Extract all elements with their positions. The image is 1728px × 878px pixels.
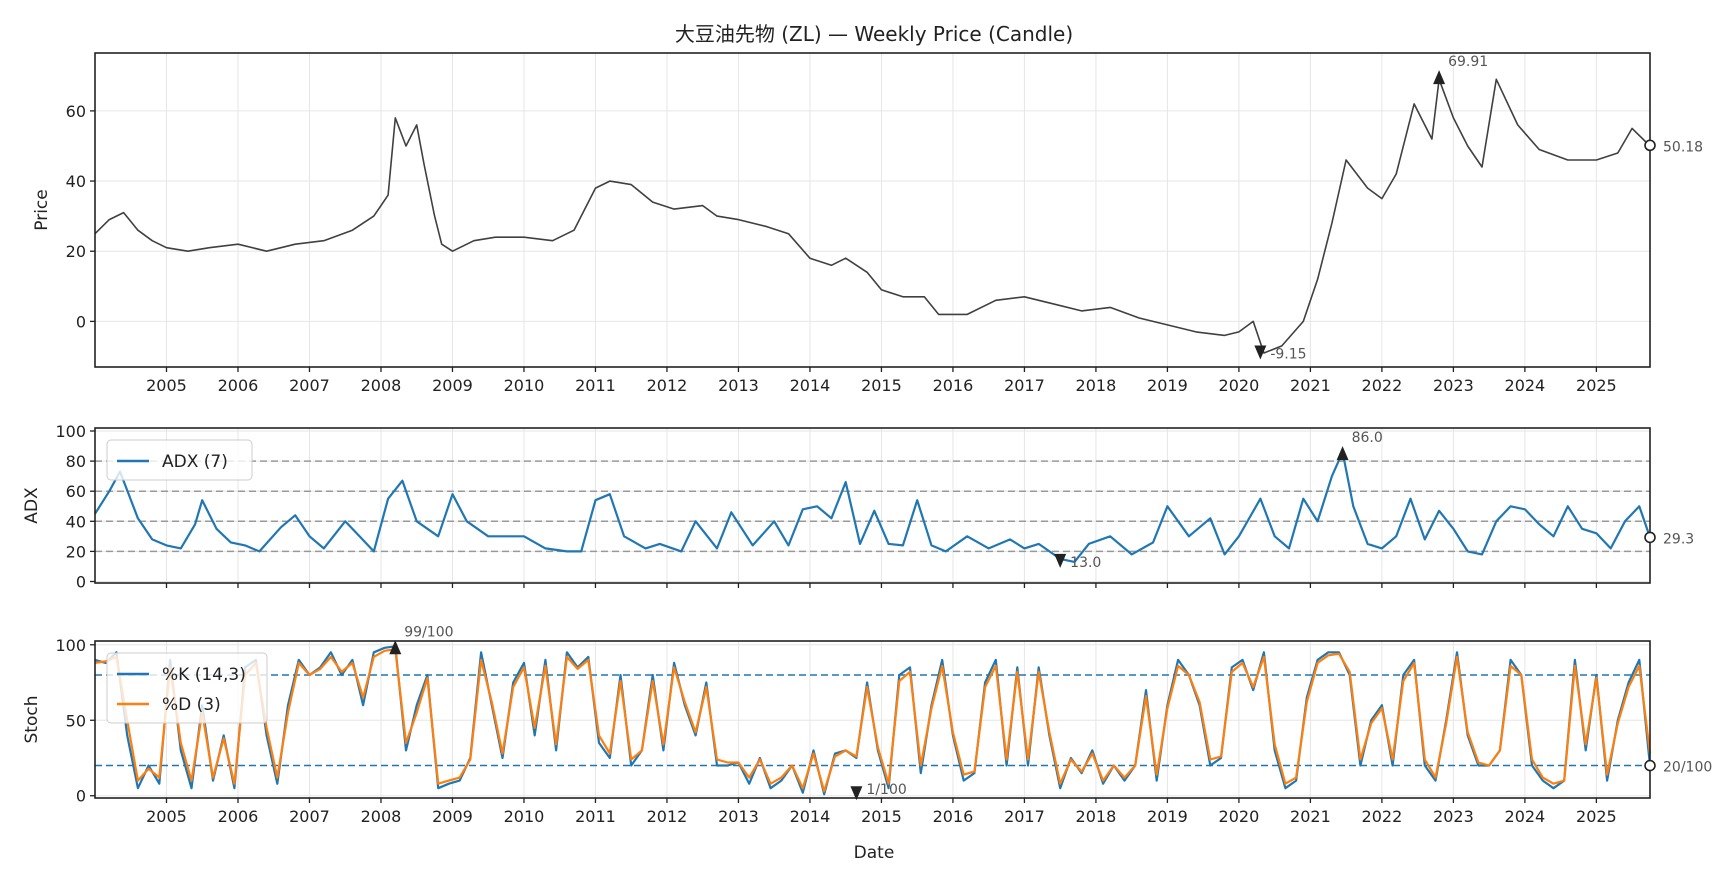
x-tick-label: 2005	[146, 807, 187, 826]
x-tick-label: 2025	[1576, 807, 1617, 826]
min-annotation: 1/100	[866, 782, 906, 798]
y-tick-label: 100	[55, 422, 86, 441]
max-marker-icon	[1433, 70, 1446, 85]
x-tick-label: 2019	[1147, 807, 1188, 826]
x-tick-label: 2017	[1004, 807, 1045, 826]
x-tick-label: 2017	[1004, 376, 1045, 395]
y-tick-label: 40	[66, 512, 86, 531]
min-annotation: -9.15	[1270, 346, 1306, 362]
y-tick-label: 0	[76, 787, 86, 806]
x-tick-label: 2015	[861, 376, 902, 395]
x-axis-label: Date	[854, 843, 895, 863]
max-annotation: 99/100	[404, 624, 453, 640]
y-tick-label: 60	[66, 482, 86, 501]
x-tick-label: 2006	[218, 807, 259, 826]
min-marker-icon	[1054, 553, 1067, 568]
x-tick-label: 2021	[1290, 376, 1331, 395]
y-tick-label: 20	[66, 242, 86, 261]
max-marker-icon	[1336, 446, 1349, 461]
x-tick-label: 2025	[1576, 376, 1617, 395]
series-line-price	[94, 78, 1651, 354]
x-tick-label: 2008	[361, 807, 402, 826]
x-tick-label: 2007	[289, 807, 330, 826]
axes-frame	[94, 640, 1651, 799]
x-tick-label: 2010	[504, 807, 545, 826]
x-tick-label: 2010	[504, 376, 545, 395]
x-tick-label: 2012	[647, 376, 688, 395]
y-tick-label: 100	[55, 636, 86, 655]
legend-box	[106, 439, 253, 481]
axes-frame	[94, 427, 1651, 584]
x-tick-label: 2022	[1362, 376, 1403, 395]
legend-label: ADX (7)	[162, 452, 228, 472]
y-tick-label: 60	[66, 102, 86, 121]
axes-frame	[94, 52, 1651, 368]
x-tick-label: 2005	[146, 376, 187, 395]
panel-adx: 0 20 40 60 80 100 ADX 86.0 13.0 29.3 ADX (7)	[22, 422, 1694, 591]
y-tick-label: 40	[66, 172, 86, 191]
x-tick-label: 2019	[1147, 376, 1188, 395]
panel-price: 2005 2006 2007 2008 2009 2010 2011 2012 2013 2014…	[32, 52, 1703, 395]
y-tick-label: 20	[66, 542, 86, 561]
x-tick-label: 2022	[1362, 807, 1403, 826]
max-annotation: 69.91	[1448, 54, 1488, 70]
y-tick-label: 50	[66, 711, 86, 730]
series-line-adx-7-	[94, 451, 1652, 564]
y-tick-label: 0	[76, 572, 86, 591]
x-tick-label: 2013	[718, 807, 759, 826]
x-tick-label: 2023	[1433, 376, 1474, 395]
x-tick-label: 2014	[790, 376, 831, 395]
x-tick-label: 2020	[1219, 376, 1260, 395]
x-tick-label: 2018	[1076, 807, 1117, 826]
last-value-annotation: 29.3	[1663, 531, 1694, 547]
last-value-annotation: 20/100	[1663, 760, 1712, 776]
x-tick-label: 2011	[575, 376, 616, 395]
x-tick-label: 2012	[647, 807, 688, 826]
x-tick-label: 2006	[218, 376, 259, 395]
chart-title: 大豆油先物 (ZL) — Weekly Price (Candle)	[675, 22, 1073, 46]
x-tick-label: 2024	[1505, 376, 1546, 395]
last-value-marker-icon	[1644, 531, 1656, 544]
chart-panels: 2005 2006 2007 2008 2009 2010 2011 2012 2013 2014…	[22, 52, 1712, 826]
max-annotation: 86.0	[1352, 430, 1383, 446]
max-marker-icon	[389, 640, 402, 655]
x-tick-label: 2016	[933, 376, 974, 395]
y-axis-label: Price	[32, 189, 52, 230]
series-line--d-3-	[94, 648, 1652, 793]
x-tick-label: 2020	[1219, 807, 1260, 826]
last-value-marker-icon	[1644, 759, 1656, 772]
x-tick-label: 2016	[933, 807, 974, 826]
x-tick-label: 2009	[432, 807, 473, 826]
y-axis-label: ADX	[22, 487, 42, 524]
x-tick-label: 2015	[861, 807, 902, 826]
x-tick-label: 2024	[1505, 807, 1546, 826]
legend-box	[106, 652, 268, 724]
y-tick-label: 80	[66, 452, 86, 471]
last-value-annotation: 50.18	[1663, 139, 1703, 155]
x-tick-label: 2009	[432, 376, 473, 395]
x-tick-label: 2013	[718, 376, 759, 395]
last-value-marker-icon	[1644, 139, 1656, 152]
legend-label: %K (14,3)	[162, 665, 246, 685]
x-tick-label: 2011	[575, 807, 616, 826]
y-axis-label: Stoch	[22, 696, 42, 744]
y-tick-label: 0	[76, 312, 86, 331]
x-tick-label: 2018	[1076, 376, 1117, 395]
min-marker-icon	[1254, 345, 1267, 360]
x-tick-label: 2007	[289, 376, 330, 395]
x-tick-label: 2008	[361, 376, 402, 395]
x-tick-label: 2021	[1290, 807, 1331, 826]
min-marker-icon	[850, 786, 863, 801]
panel-stoch: 2005 2006 2007 2008 2009 2010 2011 2012 2013 2014…	[22, 624, 1712, 826]
x-tick-label: 2014	[790, 807, 831, 826]
min-annotation: 13.0	[1070, 555, 1101, 571]
x-tick-label: 2023	[1433, 807, 1474, 826]
legend-label: %D (3)	[162, 695, 221, 715]
